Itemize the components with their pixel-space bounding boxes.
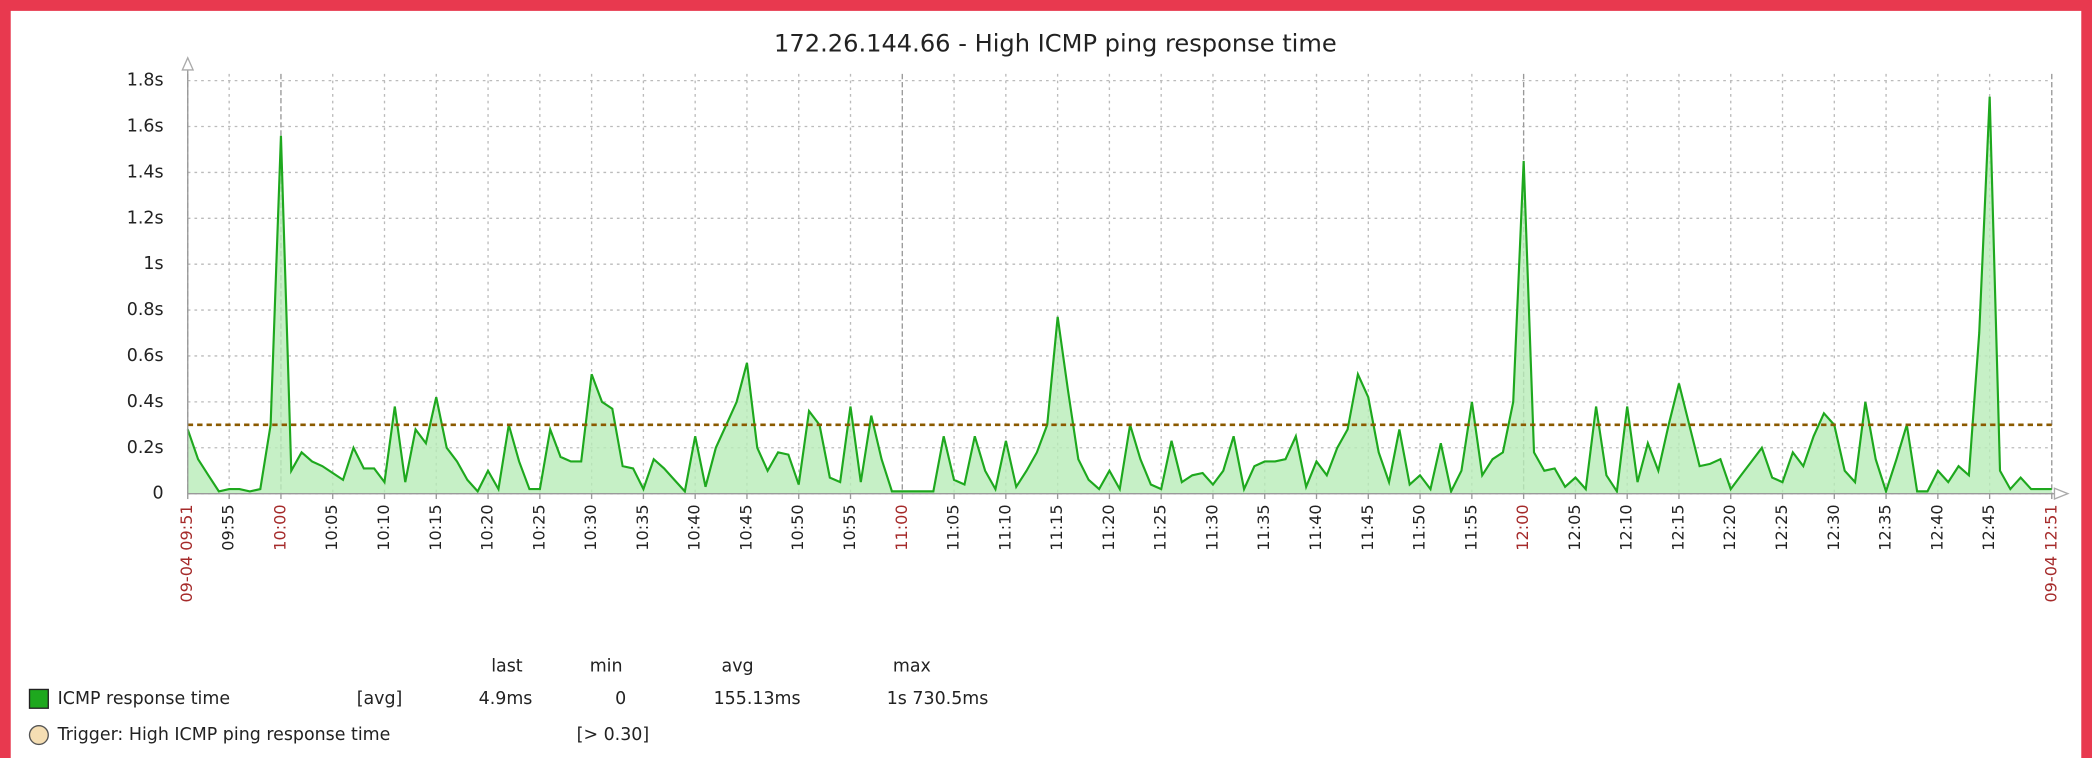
x-tick-label: 11:15 — [1047, 504, 1066, 550]
x-tick-label: 10:25 — [529, 504, 548, 550]
x-tick-label: 10:10 — [374, 504, 393, 550]
y-tick-label: 1s — [143, 254, 163, 274]
x-tick-label: 12:20 — [1720, 504, 1739, 550]
x-tick-label: 11:45 — [1358, 504, 1377, 550]
x-tick-label: 10:40 — [685, 504, 704, 550]
x-tick-label: 10:30 — [581, 504, 600, 550]
x-tick-label: 12:15 — [1668, 504, 1687, 550]
x-tick-label: 12:05 — [1565, 504, 1584, 550]
legend-header: last — [491, 657, 523, 677]
x-tick-label: 11:05 — [944, 504, 963, 550]
legend-series-name: ICMP response time — [58, 689, 230, 709]
legend-header: max — [893, 657, 931, 677]
legend-stat: 1s 730.5ms — [887, 689, 989, 709]
x-tick-label: 11:20 — [1099, 504, 1118, 550]
x-tick-label: 09-04 12:51 — [2041, 504, 2060, 602]
x-tick-label: 12:40 — [1927, 504, 1946, 550]
legend-stat: 0 — [615, 689, 626, 709]
legend-header: min — [590, 657, 623, 677]
x-tick-label: 12:30 — [1824, 504, 1843, 550]
graph-title: 172.26.144.66 - High ICMP ping response … — [774, 29, 1337, 57]
x-tick-label: 09-04 09:51 — [177, 504, 196, 602]
y-tick-label: 0 — [153, 484, 164, 504]
legend-trigger-name: Trigger: High ICMP ping response time — [57, 725, 391, 745]
x-tick-label: 11:30 — [1202, 504, 1221, 550]
x-tick-label: 12:10 — [1617, 504, 1636, 550]
legend-swatch — [28, 688, 49, 709]
x-tick-label: 11:40 — [1306, 504, 1325, 550]
x-tick-label: 12:00 — [1513, 504, 1532, 550]
y-tick-label: 1.8s — [127, 71, 164, 91]
graph-background — [10, 10, 2082, 758]
x-axis-arrow — [2053, 487, 2070, 501]
area-fill — [187, 96, 2052, 494]
y-axis-arrow — [181, 56, 195, 71]
legend-header: avg — [722, 657, 754, 677]
legend-function: [avg] — [357, 689, 403, 709]
x-tick-label: 12:35 — [1876, 504, 1895, 550]
trigger-marker — [28, 724, 49, 746]
y-tick-label: 0.4s — [127, 392, 164, 412]
legend-stat: 155.13ms — [714, 689, 801, 709]
x-tick-label: 10:35 — [633, 504, 652, 550]
x-tick-label: 11:00 — [892, 504, 911, 550]
y-tick-label: 1.6s — [127, 117, 164, 137]
y-tick-label: 1.2s — [127, 208, 164, 228]
x-tick-label: 10:15 — [426, 504, 445, 550]
x-tick-label: 11:55 — [1461, 504, 1480, 550]
x-tick-label: 10:00 — [270, 504, 289, 550]
x-tick-label: 09:55 — [219, 504, 238, 550]
x-tick-label: 11:50 — [1410, 504, 1429, 550]
y-tick-label: 0.2s — [127, 438, 164, 458]
series-line — [186, 96, 2052, 495]
legend-stat: 4.9ms — [479, 689, 533, 709]
x-tick-label: 10:20 — [478, 504, 497, 550]
x-tick-label: 10:50 — [788, 504, 807, 550]
x-tick-label: 10:55 — [840, 504, 859, 550]
x-tick-label: 11:10 — [995, 504, 1014, 550]
x-tick-label: 11:35 — [1254, 504, 1273, 550]
legend-trigger-label: [> 0.30] — [577, 725, 650, 745]
y-tick-label: 0.8s — [127, 300, 164, 320]
x-tick-label: 12:25 — [1772, 504, 1791, 550]
x-tick-label: 10:05 — [322, 504, 341, 550]
x-tick-label: 10:45 — [736, 504, 755, 550]
y-tick-label: 0.6s — [127, 346, 164, 366]
x-tick-label: 11:25 — [1151, 504, 1170, 550]
x-tick-label: 12:45 — [1979, 504, 1998, 550]
y-tick-label: 1.4s — [127, 162, 164, 182]
